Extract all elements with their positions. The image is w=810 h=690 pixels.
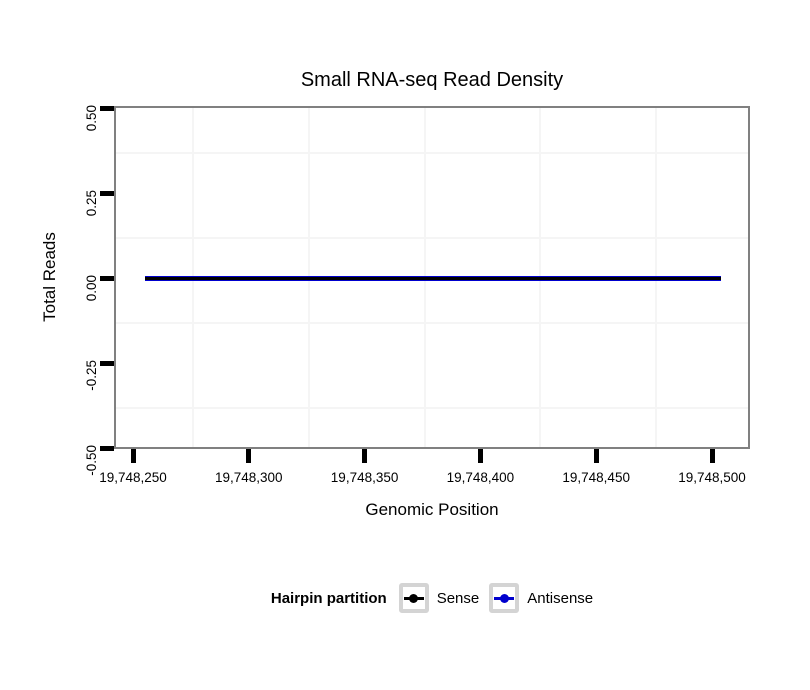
y-tick-label: 0.00 <box>84 275 99 302</box>
x-tick-mark <box>593 449 599 463</box>
x-tick-mark <box>362 449 368 463</box>
x-tick-mark <box>477 449 483 463</box>
y-tick-mark <box>100 190 114 196</box>
chart-title: Small RNA-seq Read Density <box>300 69 564 91</box>
y-tick-label: -0.50 <box>84 445 99 476</box>
x-tick-label: 19,748,500 <box>678 470 746 485</box>
y-tick-mark <box>100 360 114 366</box>
x-tick-mark <box>130 449 136 463</box>
legend: Hairpin partition Sense Antisense <box>114 582 750 614</box>
legend-label: Antisense <box>527 589 594 607</box>
legend-entries: Sense Antisense <box>398 583 593 613</box>
y-tick-label: 0.50 <box>84 105 99 132</box>
x-axis-title: Genomic Position <box>365 500 499 519</box>
y-tick-mark <box>100 445 114 451</box>
gridline-minor-horizontal <box>116 236 748 239</box>
y-tick-label: 0.25 <box>84 190 99 217</box>
gridline-minor-horizontal <box>116 406 748 409</box>
legend-entry-sense: Sense <box>398 583 480 613</box>
legend-key-antisense <box>489 583 520 613</box>
legend-entry-antisense: Antisense <box>489 583 593 613</box>
gridline-minor-horizontal <box>116 321 748 324</box>
series-line-sense <box>144 276 722 280</box>
gridline-minor-horizontal <box>116 151 748 154</box>
y-axis-title: Total Reads <box>40 232 59 322</box>
legend-title: Hairpin partition <box>270 589 387 607</box>
x-tick-label: 19,748,400 <box>446 470 515 485</box>
legend-key-dot-icon <box>499 593 509 603</box>
x-tick-label: 19,748,300 <box>215 470 283 485</box>
x-tick-mark <box>246 449 252 463</box>
x-tick-label: 19,748,350 <box>330 470 399 485</box>
x-tick-label: 19,748,450 <box>562 470 630 485</box>
y-tick-mark <box>100 105 114 111</box>
legend-label: Sense <box>436 589 480 607</box>
legend-key-dot-icon <box>409 593 419 603</box>
x-tick-label: 19,748,250 <box>99 470 167 485</box>
y-tick-mark <box>100 275 114 281</box>
y-tick-label: -0.25 <box>84 360 99 391</box>
x-tick-mark <box>709 449 715 463</box>
legend-key-sense <box>398 583 429 613</box>
